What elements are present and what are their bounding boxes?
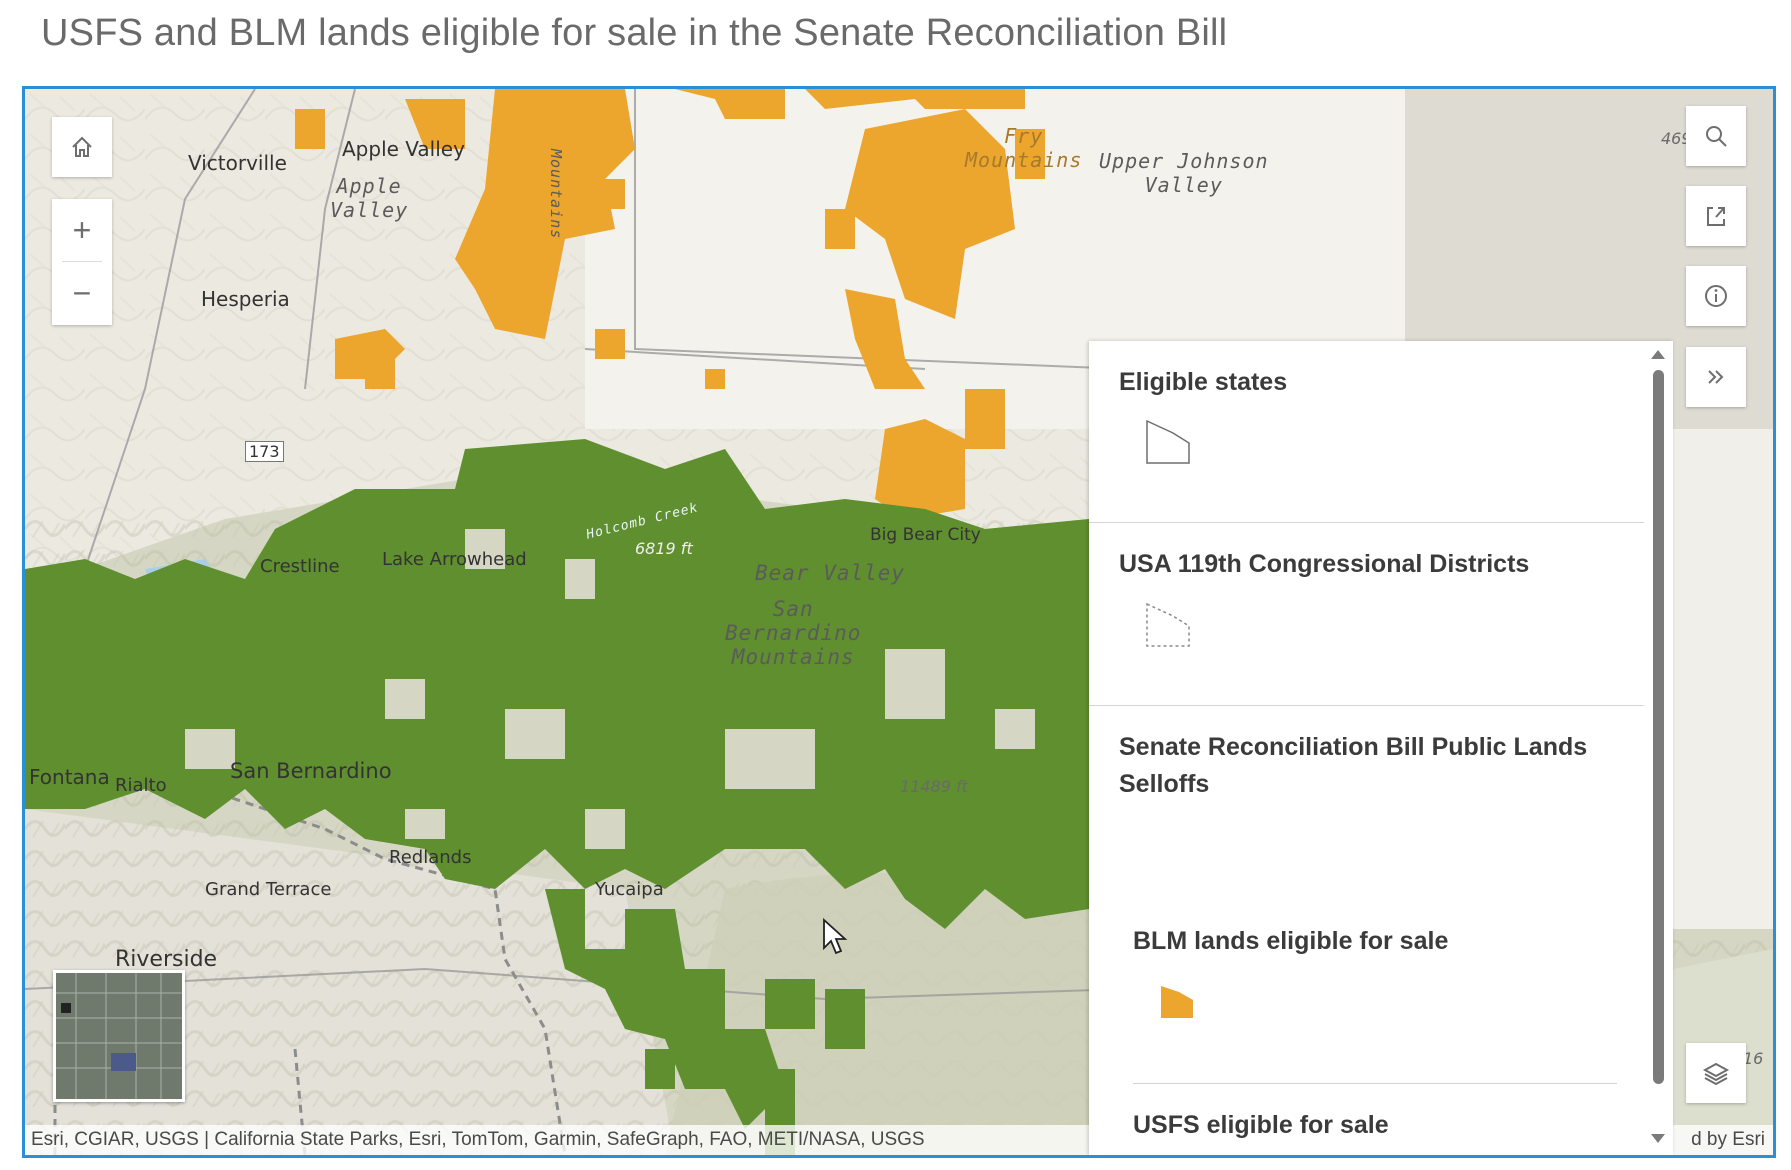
legend-title-eligible-states: Eligible states: [1119, 368, 1288, 396]
usfs-gaps: [185, 529, 1035, 849]
usfs-parcel: [545, 889, 785, 1129]
legend-divider: [1133, 1083, 1617, 1084]
blm-parcel: [675, 89, 785, 119]
home-button[interactable]: [52, 117, 112, 177]
blm-parcel: [805, 89, 1025, 109]
place-label-redlands: Redlands: [389, 847, 472, 868]
legend-divider: [1089, 522, 1644, 523]
usfs-gap: [385, 679, 425, 719]
attribution-powered-by[interactable]: d by Esri: [1691, 1129, 1765, 1150]
usfs-parcel: [25, 439, 1089, 929]
blm-parcel: [455, 89, 635, 339]
blm-parcel: [1015, 129, 1045, 179]
basemap-toggle-thumbnail[interactable]: [53, 970, 185, 1102]
usfs-gap: [995, 709, 1035, 749]
place-label-hesperia: Hesperia: [201, 287, 290, 311]
blm-parcel: [595, 329, 625, 359]
legend-title-selloffs: Senate Reconciliation Bill Public Lands …: [1119, 733, 1588, 798]
place-label-apple-valley: Apple Valley: [342, 137, 465, 161]
blm-swatch-icon: [1161, 986, 1193, 1018]
place-label-victorville: Victorville: [188, 151, 287, 175]
place-label-yucaipa: Yucaipa: [595, 879, 664, 900]
region-label-san-bernardino-mountains: San Bernardino Mountains: [725, 597, 862, 669]
route-shield-173: 173: [245, 441, 284, 462]
scroll-down-icon[interactable]: [1649, 1132, 1667, 1146]
scroll-up-icon[interactable]: [1649, 347, 1667, 361]
road: [304, 89, 356, 390]
blm-parcel: [405, 99, 465, 149]
zoom-out-button[interactable]: −: [72, 274, 92, 311]
info-button[interactable]: [1686, 266, 1746, 326]
layers-icon: [1702, 1062, 1730, 1086]
usfs-gap: [885, 649, 945, 719]
blm-parcel: [705, 369, 725, 389]
usfs-gap: [405, 809, 445, 839]
place-label-big-bear-city: Big Bear City: [870, 525, 981, 545]
road: [84, 89, 256, 570]
legend-item-usfs-label: USFS eligible for sale: [1133, 1111, 1389, 1139]
south-hills: [665, 873, 1125, 1155]
place-label-fontana: Fontana: [29, 765, 110, 789]
attribution-text: Esri, CGIAR, USGS | California State Par…: [31, 1129, 925, 1150]
place-label-rialto: Rialto: [115, 775, 167, 796]
usfs-parcel: [825, 989, 865, 1049]
blm-parcel: [295, 109, 325, 149]
region-label-mountains: Mountains: [547, 149, 565, 240]
zoom-in-button[interactable]: +: [72, 211, 92, 248]
blm-parcel: [845, 289, 925, 389]
legend-item-blm-label: BLM lands eligible for sale: [1133, 927, 1449, 955]
elevation-label-11489: 11489 ft: [900, 777, 968, 796]
place-label-san-bernardino: San Bernardino: [230, 759, 392, 783]
usfs-gap: [185, 729, 235, 769]
region-label-apple-valley: Apple Valley: [330, 174, 409, 222]
desert-strip-right: [1673, 429, 1773, 929]
zoom-control: + −: [52, 199, 112, 325]
usfs-parcel: [765, 979, 815, 1029]
place-label-grand-terrace: Grand Terrace: [205, 879, 332, 900]
region-label-upper-johnson-valley: Upper Johnson Valley: [1099, 149, 1269, 197]
place-label-crestline: Crestline: [260, 556, 340, 577]
usfs-gap: [585, 809, 625, 849]
info-icon: [1705, 285, 1727, 307]
usfs-gap: [725, 729, 815, 789]
usfs-gap: [505, 709, 565, 759]
region-label-fry-mountains: Fry Mountains: [965, 124, 1083, 172]
place-label-lake-arrowhead: Lake Arrowhead: [382, 549, 527, 570]
elevation-label-6819: 6819 ft: [635, 539, 693, 558]
elevation-label-16: 16: [1743, 1049, 1764, 1068]
zoom-divider: [62, 261, 102, 262]
home-icon: [72, 136, 92, 157]
blm-parcel: [965, 389, 1005, 449]
blm-parcel: [875, 419, 965, 519]
outline-solid-swatch-icon: [1146, 419, 1190, 464]
place-label-riverside: Riverside: [115, 947, 218, 972]
usfs-gap: [465, 529, 505, 569]
blm-parcel: [585, 179, 625, 209]
chevron-double-right-icon: [1708, 370, 1724, 384]
blm-parcel: [365, 359, 395, 389]
layers-button[interactable]: [1686, 1043, 1746, 1103]
share-button[interactable]: [1686, 186, 1746, 246]
elevation-label-469: 469: [1661, 129, 1692, 148]
usfs-parcel: [645, 1049, 675, 1089]
search-icon: [1706, 126, 1727, 147]
legend-scrollbar-thumb[interactable]: [1653, 370, 1664, 1084]
expand-panel-button[interactable]: [1686, 347, 1746, 407]
legend-divider: [1089, 705, 1644, 706]
share-icon: [1707, 207, 1725, 226]
outline-dashed-swatch-icon: [1146, 602, 1190, 647]
blm-parcel: [825, 209, 855, 249]
search-button[interactable]: [1686, 106, 1746, 166]
blm-parcel: [845, 109, 1015, 319]
usfs-gap: [565, 559, 595, 599]
map-view[interactable]: Victorville Apple Valley Apple Valley He…: [22, 86, 1776, 1158]
satellite-thumbnail: [56, 973, 182, 1099]
region-label-bear-valley: Bear Valley: [755, 561, 906, 585]
legend-panel[interactable]: Eligible states USA 119th Congressional …: [1089, 341, 1673, 1155]
page-title: USFS and BLM lands eligible for sale in …: [41, 12, 1228, 54]
legend-title-congressional-districts: USA 119th Congressional Districts: [1119, 550, 1530, 578]
mouse-cursor-icon: [823, 918, 848, 955]
